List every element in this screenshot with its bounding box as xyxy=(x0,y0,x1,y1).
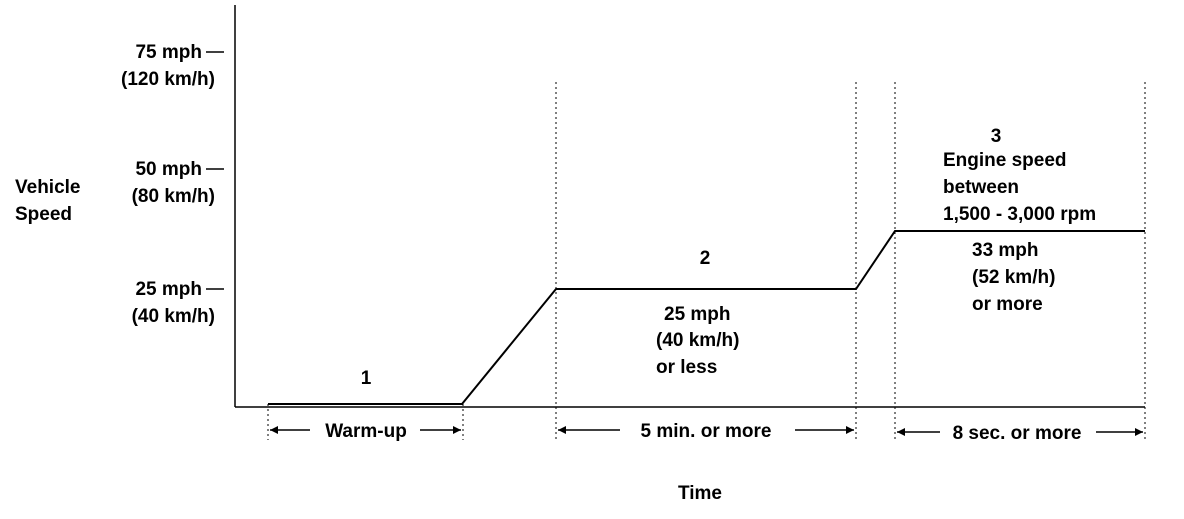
ytick-75-metric: (120 km/h) xyxy=(121,69,215,90)
phase-3-speed-line3: or more xyxy=(972,294,1043,315)
x-axis-label: Time xyxy=(678,483,722,504)
y-axis-label-line2: Speed xyxy=(15,204,72,225)
phase-2-condition-line1: 25 mph xyxy=(664,304,731,325)
warmup-duration-label: Warm-up xyxy=(325,421,407,442)
ytick-75-mph: 75 mph xyxy=(135,42,202,63)
phase-3-speed-line1: 33 mph xyxy=(972,240,1039,261)
ytick-50-metric: (80 km/h) xyxy=(132,186,215,207)
phase3-duration-label: 8 sec. or more xyxy=(953,423,1082,444)
y-axis-label-line1: Vehicle xyxy=(15,177,81,198)
phase-2-condition-line2: (40 km/h) xyxy=(656,330,739,351)
phase-3-speed-line2: (52 km/h) xyxy=(972,267,1055,288)
phase-2-condition-line3: or less xyxy=(656,357,717,378)
phase-3-condition-line1: Engine speed xyxy=(943,150,1067,171)
phase-3-condition-line3: 1,500 - 3,000 rpm xyxy=(943,204,1096,225)
ytick-50-mph: 50 mph xyxy=(135,159,202,180)
phase-1-number: 1 xyxy=(361,368,372,389)
ytick-25-mph: 25 mph xyxy=(135,279,202,300)
phase-2-number: 2 xyxy=(700,248,711,269)
speed-profile-line xyxy=(268,230,1145,405)
phase-3-condition-line2: between xyxy=(943,177,1019,198)
ytick-25-metric: (40 km/h) xyxy=(132,306,215,327)
phase2-duration-label: 5 min. or more xyxy=(641,421,772,442)
phase-3-number: 3 xyxy=(991,126,1002,147)
